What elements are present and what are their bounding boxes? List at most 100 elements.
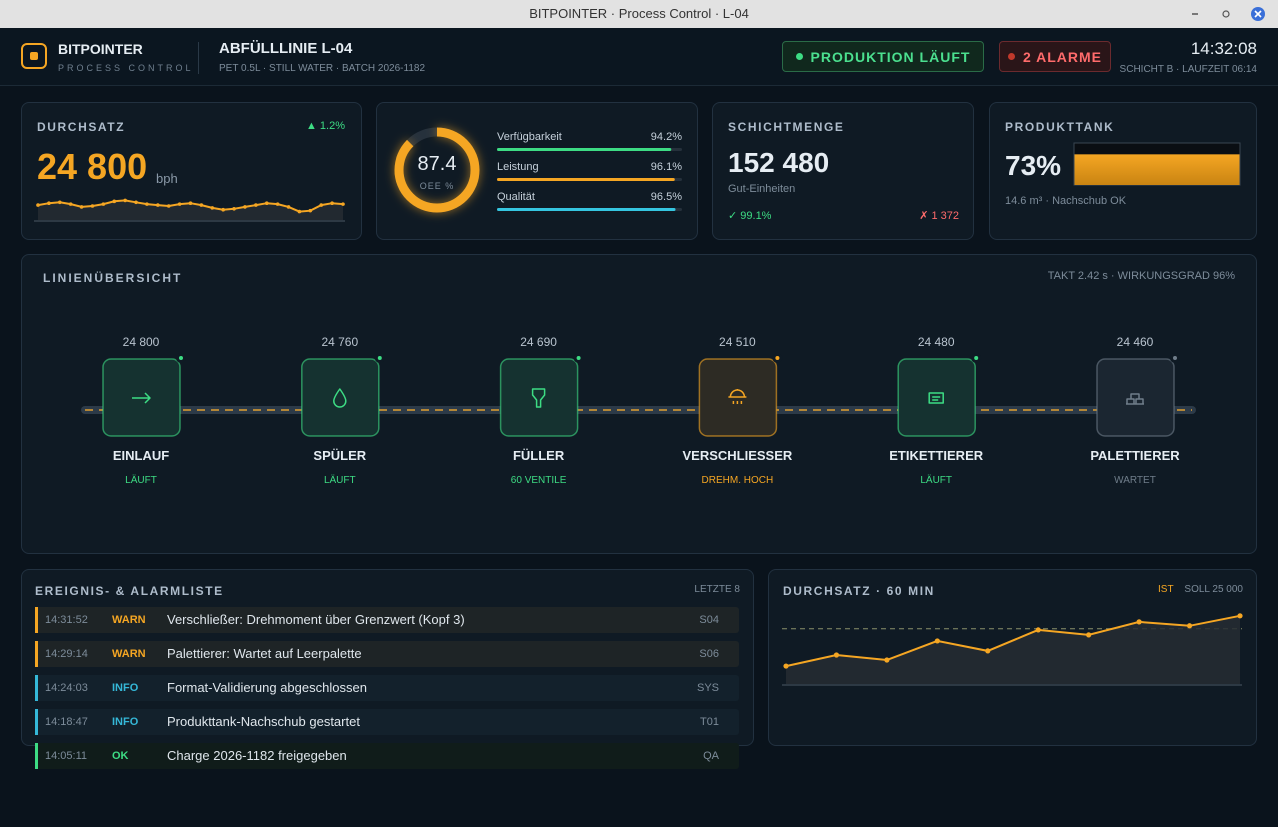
station-name: FÜLLER <box>512 448 565 463</box>
card-title: DURCHSATZ <box>37 120 126 134</box>
station-count: 24 800 <box>122 335 160 349</box>
point <box>188 201 193 205</box>
station-count: 24 460 <box>1116 335 1154 349</box>
station-count: 24 690 <box>520 335 557 349</box>
point <box>783 663 789 669</box>
event-row <box>35 675 739 701</box>
point <box>221 207 225 212</box>
event-level: INFO <box>112 716 139 728</box>
point <box>177 202 182 206</box>
event-time: 14:31:52 <box>45 614 88 626</box>
station-box <box>301 358 380 437</box>
legend-target: SOLL 25 000 <box>1184 584 1243 595</box>
point <box>308 208 313 213</box>
status-badge[interactable]: PRODUKTION LÄUFT <box>782 41 984 72</box>
point <box>36 203 40 207</box>
point <box>101 202 106 206</box>
point <box>145 202 149 206</box>
event-row <box>35 709 739 735</box>
brand-sub: PROCESS CONTROL <box>58 63 194 73</box>
event-message: Charge 2026-1182 freigegeben <box>167 748 347 763</box>
point <box>1186 623 1193 629</box>
station-name: SPÜLER <box>313 448 367 463</box>
card-title: LINIENÜBERSICHT <box>43 271 183 285</box>
event-time: 14:29:14 <box>45 648 88 660</box>
event-message: Produkttank-Nachschub gestartet <box>167 714 360 729</box>
point <box>330 201 334 205</box>
station-status: LÄUFT <box>125 475 157 486</box>
legend-ist: IST <box>1158 584 1174 595</box>
station-count: 24 510 <box>719 335 756 349</box>
point <box>199 203 204 207</box>
factor-name: Qualität <box>497 191 535 203</box>
point <box>264 201 269 205</box>
alarm-badge[interactable]: 2 ALARME <box>999 41 1111 72</box>
good-rate: ✓ 99.1% <box>728 210 772 222</box>
shift-value: 152 480 <box>728 147 830 178</box>
unit: bph <box>156 171 178 186</box>
window-controls[interactable] <box>1186 0 1276 28</box>
tank-note: 14.6 m³ · Nachschub OK <box>1005 195 1127 207</box>
event-row <box>35 641 739 667</box>
point <box>57 200 62 205</box>
event-level: WARN <box>112 648 146 660</box>
event-level: OK <box>112 750 129 762</box>
alarm-text: 2 ALARME <box>1022 48 1103 65</box>
factor-value: 96.1% <box>650 161 682 173</box>
point <box>275 202 280 206</box>
event-message: Format-Validierung abgeschlossen <box>167 680 367 695</box>
event-stripe <box>35 641 38 667</box>
point <box>934 638 940 644</box>
window-title: BITPOINTER · Process Control · L-04 <box>529 6 749 21</box>
station-name: VERSCHLIESSER <box>682 448 793 463</box>
event-message: Verschließer: Drehmoment über Grenzwert … <box>167 612 465 627</box>
point <box>286 205 291 209</box>
station-status: LÄUFT <box>920 475 953 486</box>
station-bg <box>500 359 578 436</box>
point <box>112 199 117 204</box>
alarm-dot <box>1007 53 1015 60</box>
tank-level <box>1074 154 1240 185</box>
point <box>134 200 138 205</box>
event-stripe <box>35 743 38 769</box>
station-box <box>499 358 579 437</box>
card-title: PRODUKTTANK <box>1005 120 1115 134</box>
factor-name: Leistung <box>497 161 539 173</box>
card-title: SCHICHTMENGE <box>728 120 845 134</box>
shift: SCHICHT B · LAUFZEIT 06:14 <box>1119 64 1257 75</box>
station-name: ETIKETTIERER <box>889 448 984 463</box>
maximize[interactable] <box>1222 10 1230 18</box>
point <box>1237 613 1243 619</box>
point <box>210 206 215 210</box>
card-title: EREIGNIS- & ALARMLISTE <box>35 584 224 598</box>
shift-card <box>712 102 974 240</box>
factor-value: 96.5% <box>650 191 682 203</box>
point <box>243 205 247 209</box>
station-dot <box>772 353 783 363</box>
event-time: 14:18:47 <box>45 716 88 728</box>
point <box>232 207 236 211</box>
factor-name: Verfügbarkeit <box>497 131 562 143</box>
point <box>254 203 258 207</box>
factor-bar <box>497 178 675 181</box>
event-time: 14:05:11 <box>45 750 88 762</box>
divider <box>198 42 199 74</box>
point <box>341 202 345 206</box>
station-count: 24 760 <box>321 335 359 349</box>
point <box>68 202 73 206</box>
line-name: ABFÜLLLINIE L-04 <box>219 40 353 57</box>
trend: ▲ 1.2% <box>305 120 345 132</box>
line-info: TAKT 2.42 s · WIRKUNGSGRAD 96% <box>1047 270 1235 282</box>
station-bg <box>301 359 379 436</box>
card-title: DURCHSATZ · 60 MIN <box>783 584 935 598</box>
ring-arc <box>394 127 480 213</box>
station-icon <box>928 392 944 404</box>
area <box>786 615 1240 684</box>
station-dot <box>176 353 186 363</box>
line-sub: PET 0.5L · STILL WATER · BATCH 2026-1182 <box>219 63 426 74</box>
throughput-value: 24 800 <box>37 146 148 187</box>
oee-label: OEE % <box>419 181 455 191</box>
station-box <box>1096 358 1175 437</box>
